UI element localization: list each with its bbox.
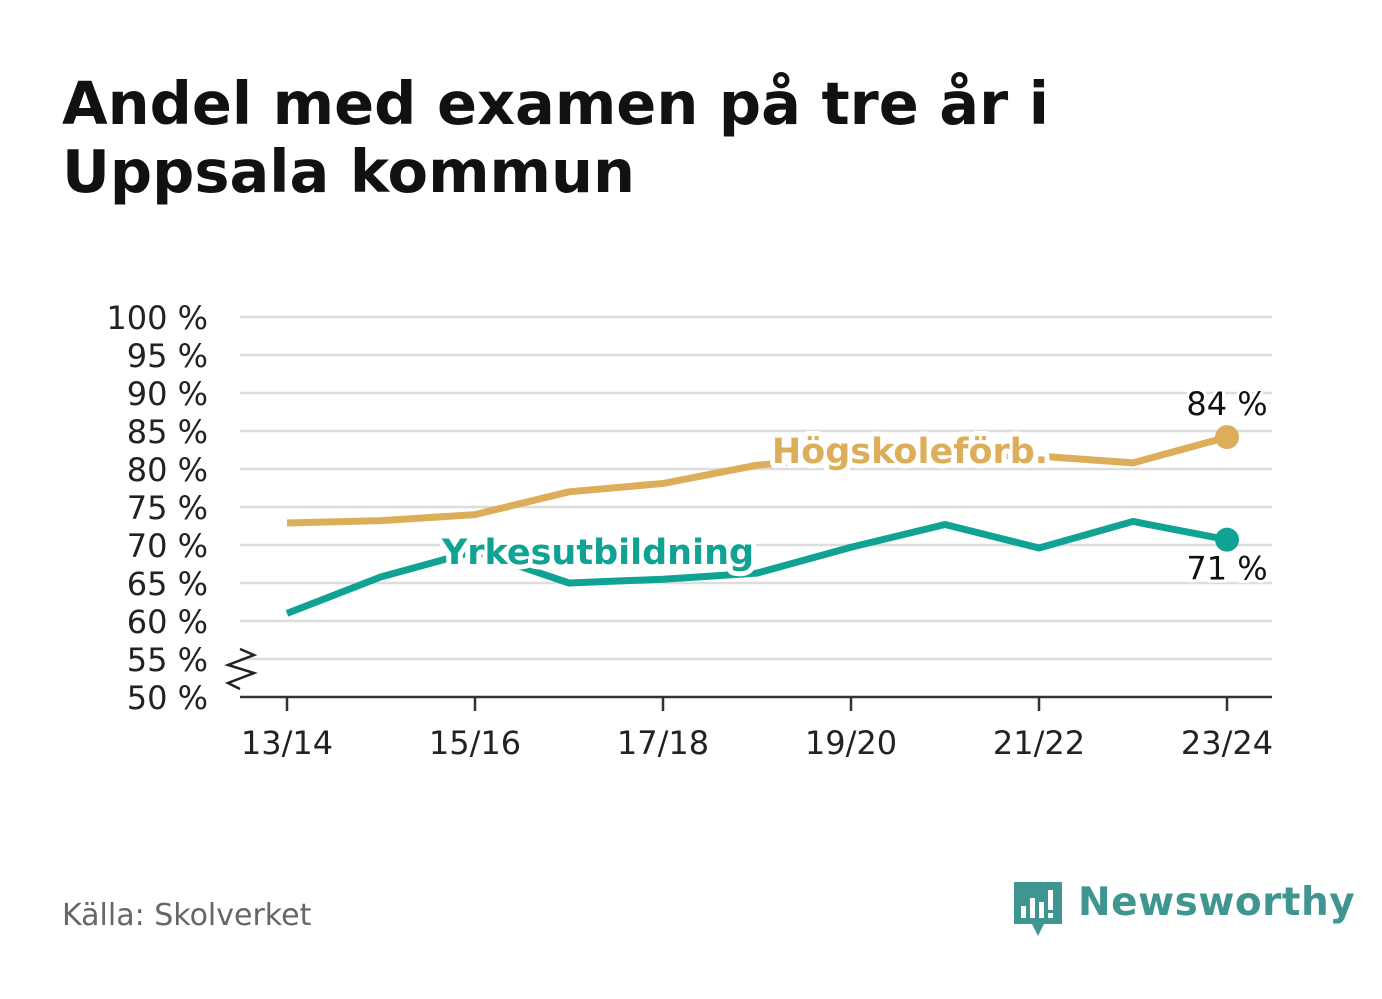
series-end-point	[1215, 425, 1239, 450]
logo-text: Newsworthy	[1078, 880, 1356, 925]
y-tick-label: 100 %	[106, 299, 208, 337]
x-tick-label: 21/22	[993, 724, 1085, 762]
x-tick-label: 17/18	[617, 724, 709, 762]
chart-title: Andel med examen på tre år i Uppsala kom…	[62, 69, 1049, 206]
y-tick-label: 80 %	[127, 451, 208, 489]
axis-break-icon	[224, 647, 258, 691]
x-axis: 13/14 15/16 17/18 19/20 21/22 23/24	[224, 647, 1273, 762]
y-tick-label: 70 %	[127, 527, 208, 565]
gridlines	[240, 315, 1272, 661]
series-lines	[285, 425, 1239, 617]
newsworthy-logo: Newsworthy	[1010, 878, 1355, 942]
y-tick-label: 60 %	[127, 603, 208, 641]
x-tick-label: 13/14	[241, 724, 333, 762]
newsworthy-chart-bubble-icon	[1014, 882, 1062, 936]
y-axis-ticks: 50 %55 %60 %65 %70 %75 %80 %85 %90 %95 %…	[106, 299, 208, 717]
x-tick-label: 19/20	[805, 724, 897, 762]
source-note: Källa: Skolverket	[62, 898, 312, 933]
y-tick-label: 55 %	[127, 641, 208, 679]
series-name-label: Högskoleförb.	[772, 432, 1048, 472]
series-end-point	[1215, 527, 1239, 552]
y-tick-label: 85 %	[127, 413, 208, 451]
series-name-label: Yrkesutbildning	[441, 533, 754, 573]
series-line	[285, 517, 1228, 617]
series-line	[286, 433, 1228, 527]
y-tick-label: 95 %	[127, 337, 208, 375]
series-end-label: 71 %	[1186, 550, 1267, 588]
y-tick-label: 50 %	[127, 679, 208, 717]
y-tick-label: 75 %	[127, 489, 208, 527]
series-labels: 84 % 71 % Högskoleförb. Yrkesutbildning	[436, 382, 1271, 591]
series-end-label: 84 %	[1186, 385, 1267, 423]
y-tick-label: 90 %	[127, 375, 208, 413]
y-tick-label: 65 %	[127, 565, 208, 603]
x-tick-label: 23/24	[1181, 724, 1273, 762]
x-tick-label: 15/16	[429, 724, 521, 762]
